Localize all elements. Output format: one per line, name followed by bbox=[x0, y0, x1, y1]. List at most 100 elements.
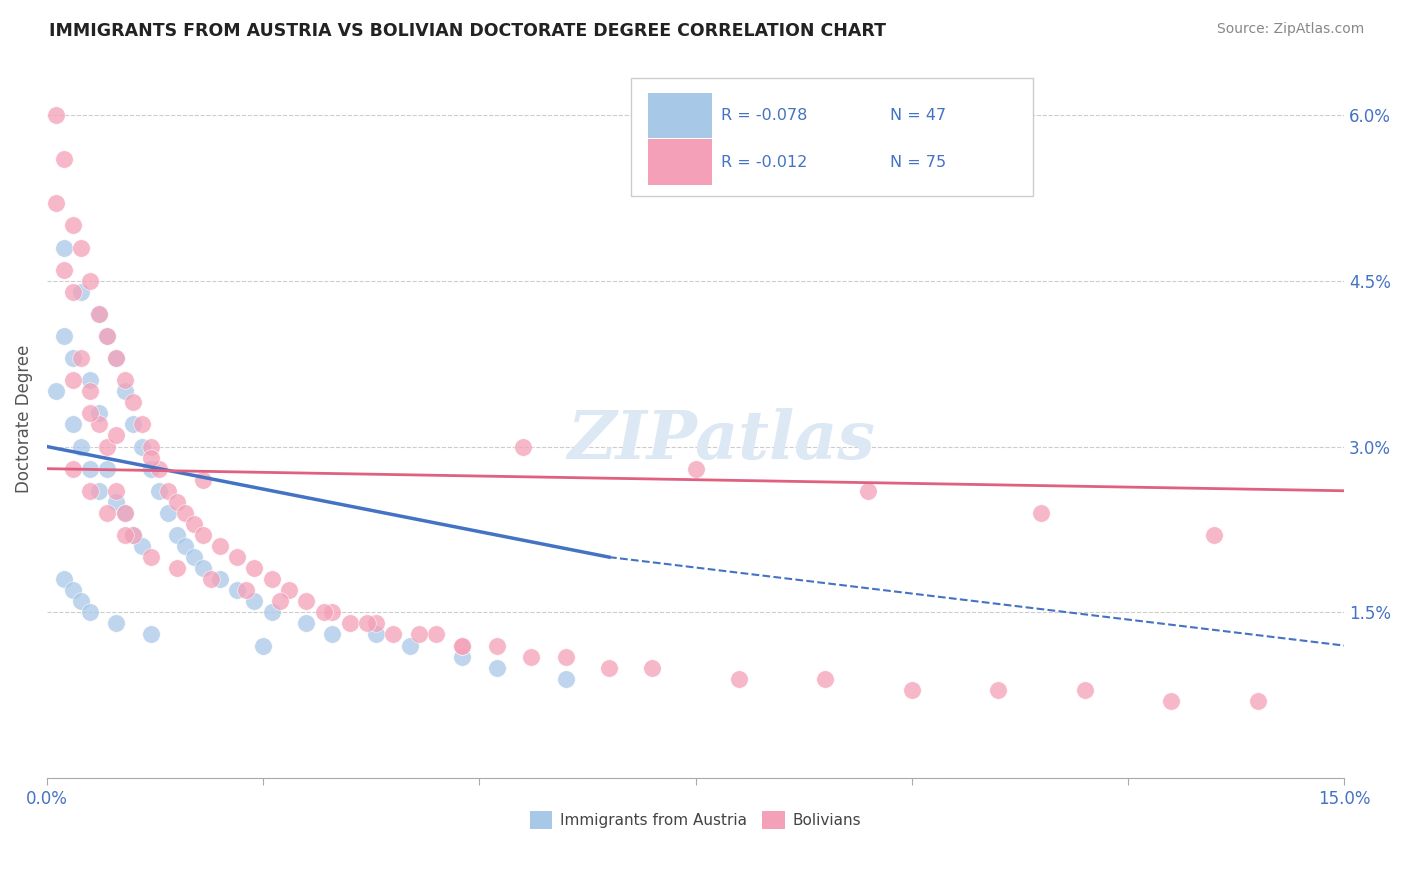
Point bbox=[520, 649, 543, 664]
Point bbox=[87, 417, 110, 432]
Point bbox=[1073, 682, 1095, 697]
Point bbox=[105, 616, 128, 631]
Point bbox=[62, 373, 84, 387]
Point bbox=[87, 406, 110, 420]
Point bbox=[62, 583, 84, 598]
Point bbox=[200, 572, 222, 586]
Point bbox=[641, 661, 664, 675]
Point bbox=[554, 672, 576, 686]
Point bbox=[364, 616, 387, 631]
Point bbox=[208, 572, 231, 586]
Point bbox=[45, 108, 67, 122]
Point bbox=[62, 461, 84, 475]
Point bbox=[45, 384, 67, 399]
Point bbox=[451, 649, 474, 664]
Point bbox=[122, 528, 145, 542]
Point bbox=[1031, 506, 1053, 520]
Point bbox=[174, 506, 197, 520]
Point bbox=[122, 417, 145, 432]
Point bbox=[321, 627, 343, 641]
Point bbox=[987, 682, 1010, 697]
Point bbox=[131, 539, 153, 553]
Point bbox=[131, 417, 153, 432]
Point bbox=[105, 495, 128, 509]
Point bbox=[408, 627, 430, 641]
Point bbox=[53, 572, 76, 586]
Point bbox=[685, 461, 707, 475]
Point bbox=[512, 440, 534, 454]
FancyBboxPatch shape bbox=[648, 139, 713, 185]
Point bbox=[166, 561, 188, 575]
Text: R = -0.012: R = -0.012 bbox=[721, 155, 808, 169]
Point bbox=[451, 639, 474, 653]
FancyBboxPatch shape bbox=[631, 78, 1033, 196]
Point bbox=[105, 428, 128, 442]
Legend: Immigrants from Austria, Bolivians: Immigrants from Austria, Bolivians bbox=[523, 805, 868, 835]
Point bbox=[174, 539, 197, 553]
Point bbox=[96, 329, 118, 343]
Point bbox=[485, 639, 508, 653]
Point bbox=[260, 572, 283, 586]
Point bbox=[156, 506, 179, 520]
Point bbox=[1204, 528, 1226, 542]
Point bbox=[148, 461, 170, 475]
Point bbox=[425, 627, 447, 641]
Point bbox=[62, 351, 84, 365]
Point bbox=[53, 262, 76, 277]
Point bbox=[727, 672, 749, 686]
Point bbox=[53, 241, 76, 255]
Point bbox=[96, 440, 118, 454]
Point bbox=[148, 483, 170, 498]
Point bbox=[191, 473, 214, 487]
Point bbox=[243, 561, 266, 575]
Point bbox=[451, 639, 474, 653]
Point bbox=[114, 384, 136, 399]
Point bbox=[70, 440, 93, 454]
Point bbox=[381, 627, 404, 641]
Point bbox=[122, 395, 145, 409]
Point bbox=[243, 594, 266, 608]
Text: Source: ZipAtlas.com: Source: ZipAtlas.com bbox=[1216, 22, 1364, 37]
Point bbox=[321, 606, 343, 620]
Point bbox=[814, 672, 837, 686]
Point bbox=[485, 661, 508, 675]
Point bbox=[139, 440, 162, 454]
Text: N = 47: N = 47 bbox=[890, 108, 946, 123]
Point bbox=[62, 219, 84, 233]
Point bbox=[87, 307, 110, 321]
Point bbox=[96, 506, 118, 520]
FancyBboxPatch shape bbox=[648, 93, 713, 138]
Point bbox=[62, 417, 84, 432]
Point bbox=[364, 627, 387, 641]
Point bbox=[208, 539, 231, 553]
Point bbox=[45, 196, 67, 211]
Point bbox=[235, 583, 257, 598]
Point bbox=[62, 285, 84, 299]
Point bbox=[598, 661, 620, 675]
Point bbox=[114, 506, 136, 520]
Point bbox=[139, 550, 162, 565]
Point bbox=[79, 384, 101, 399]
Point bbox=[114, 506, 136, 520]
Point bbox=[96, 329, 118, 343]
Point bbox=[70, 285, 93, 299]
Point bbox=[79, 406, 101, 420]
Point bbox=[70, 241, 93, 255]
Text: R = -0.078: R = -0.078 bbox=[721, 108, 808, 123]
Point bbox=[191, 561, 214, 575]
Point bbox=[96, 461, 118, 475]
Point bbox=[114, 528, 136, 542]
Point bbox=[87, 483, 110, 498]
Point bbox=[183, 516, 205, 531]
Point bbox=[356, 616, 378, 631]
Point bbox=[122, 528, 145, 542]
Point bbox=[156, 483, 179, 498]
Point bbox=[87, 307, 110, 321]
Point bbox=[79, 461, 101, 475]
Point bbox=[79, 606, 101, 620]
Point bbox=[166, 495, 188, 509]
Text: N = 75: N = 75 bbox=[890, 155, 946, 169]
Y-axis label: Doctorate Degree: Doctorate Degree bbox=[15, 344, 32, 493]
Point bbox=[183, 550, 205, 565]
Point bbox=[858, 483, 880, 498]
